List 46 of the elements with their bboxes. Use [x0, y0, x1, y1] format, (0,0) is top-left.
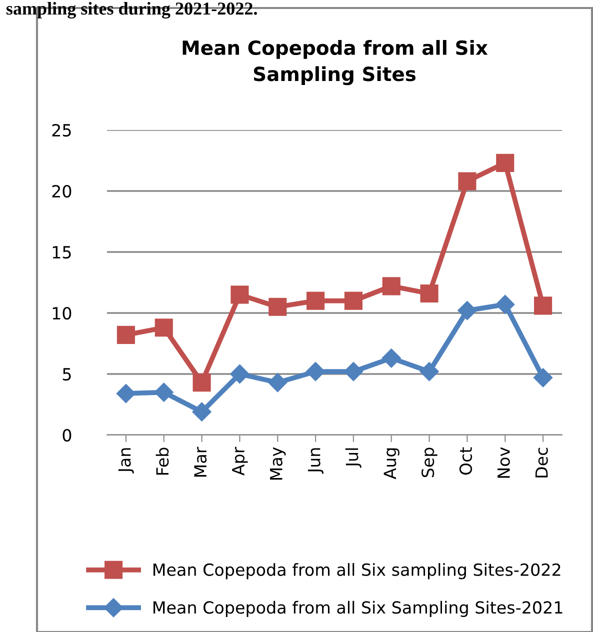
x-tick-label: Mar — [194, 446, 207, 477]
y-tick-label: 25 — [52, 124, 71, 137]
x-tick-label: Aug — [384, 448, 400, 480]
x-tick-label: Sep — [422, 448, 438, 478]
point — [268, 298, 287, 316]
point — [154, 382, 174, 402]
x-tick-label: Dec — [535, 448, 548, 478]
point — [344, 292, 362, 310]
point — [230, 286, 249, 304]
point — [154, 318, 173, 337]
point — [116, 326, 135, 344]
x-tick-label: Jul — [345, 448, 362, 468]
point — [306, 292, 325, 310]
point — [534, 368, 553, 388]
point — [230, 364, 250, 384]
point — [268, 373, 288, 392]
x-tick-label: Nov — [498, 447, 510, 478]
point — [192, 374, 211, 392]
y-tick-label: 5 — [62, 368, 71, 381]
x-tick-label: Apr — [232, 446, 248, 476]
point — [458, 301, 477, 320]
point — [420, 284, 438, 303]
chart-title: Mean Copepoda from all Six Sampling Sites — [182, 40, 488, 86]
text: sampling sites during 2021-2022. — [6, 2, 257, 19]
y-tick-label: 15 — [52, 246, 71, 259]
y-tick-label: 0 — [62, 428, 72, 442]
point — [382, 348, 401, 368]
point — [534, 296, 552, 315]
legend-label: Mean Copepoda from all Six Sampling Sites-2021 — [154, 600, 562, 617]
x-tick-label: Jan — [118, 448, 134, 474]
point — [382, 277, 400, 296]
x-tick-label: Jun — [308, 448, 324, 474]
point — [496, 154, 514, 172]
y-tick-label: 20 — [52, 184, 72, 198]
point — [116, 384, 136, 404]
point — [420, 362, 439, 382]
x-tick-label: Feb — [156, 448, 169, 475]
legend-label: Mean Copepoda from all Six sampling Sites-2022 — [154, 563, 560, 580]
point — [306, 362, 326, 382]
x-tick-label: May — [270, 447, 286, 480]
point — [344, 362, 363, 382]
y-tick-label: 10 — [52, 306, 72, 320]
x-tick-label: Oct — [459, 447, 472, 475]
point — [496, 294, 515, 314]
point — [192, 402, 212, 422]
point — [458, 172, 476, 190]
